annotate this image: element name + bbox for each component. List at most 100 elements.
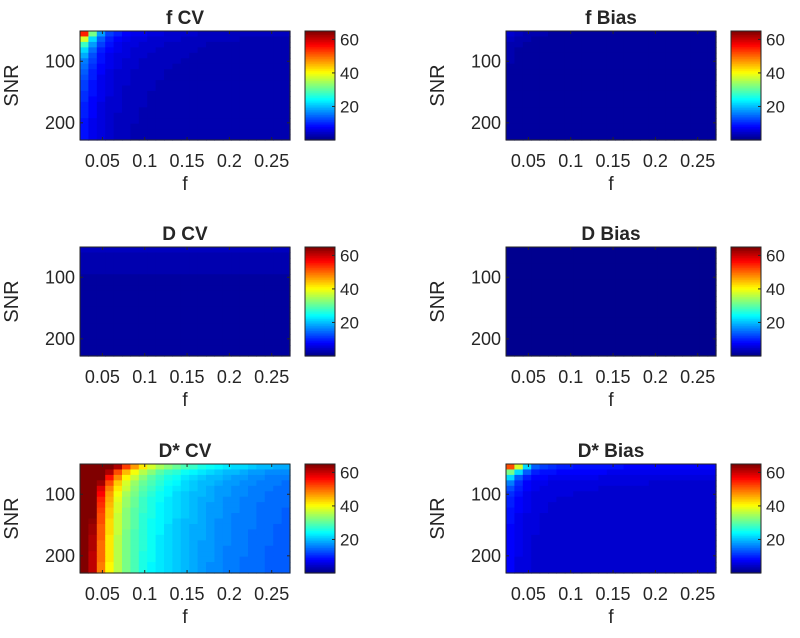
heatmap-cell [690, 90, 700, 97]
heatmap-cell [197, 323, 207, 330]
heatmap-cell [648, 464, 658, 471]
x-tick-label: 0.15 [596, 367, 631, 387]
heatmap-cell [122, 263, 131, 270]
heatmap-cell [231, 90, 241, 97]
heatmap-cell [564, 247, 574, 254]
heatmap-cell [506, 562, 515, 569]
heatmap-cell [699, 129, 709, 136]
heatmap-cell [522, 529, 532, 536]
heatmap-cell [581, 63, 591, 70]
heatmap-cell [248, 41, 257, 48]
heatmap-cell [606, 328, 616, 335]
heatmap-cell [264, 58, 274, 65]
heatmap-cell [665, 474, 675, 481]
heatmap-cell [522, 464, 532, 471]
heatmap-cell [665, 96, 675, 103]
heatmap-cell [231, 274, 241, 281]
heatmap-cell [180, 69, 190, 76]
heatmap-cell [648, 317, 658, 324]
heatmap-cell [88, 534, 98, 541]
colorbar-swatch [731, 496, 761, 499]
heatmap-cell [598, 41, 608, 48]
heatmap-cell [674, 63, 683, 70]
heatmap-cell [699, 328, 709, 335]
heatmap-cell [556, 345, 566, 352]
heatmap-cell [189, 63, 199, 70]
heatmap-cell [80, 134, 89, 141]
heatmap-cell [640, 545, 650, 552]
heatmap-cell [548, 345, 557, 352]
heatmap-cell [632, 31, 641, 38]
heatmap-cell [606, 290, 616, 297]
heatmap-cell [657, 540, 667, 547]
heatmap-cell [514, 513, 524, 520]
heatmap-cell [180, 47, 190, 54]
heatmap-cell [138, 507, 148, 514]
heatmap-cell [522, 123, 532, 130]
heatmap-cell [130, 567, 140, 574]
heatmap-cell [598, 328, 608, 335]
heatmap-cell [506, 339, 515, 346]
heatmap-cell [615, 469, 625, 476]
heatmap-cell [623, 58, 633, 65]
heatmap-cell [707, 296, 717, 303]
heatmap-cell [674, 567, 683, 574]
heatmap-cell [256, 551, 266, 558]
heatmap-cell [164, 80, 173, 87]
colorbar-swatch [305, 39, 335, 42]
heatmap-cell [222, 301, 232, 308]
heatmap-cell [615, 513, 625, 520]
heatmap-cell [556, 123, 566, 130]
heatmap-cell [281, 345, 291, 352]
heatmap-cell [80, 350, 89, 357]
colorbar-swatch [731, 354, 761, 357]
heatmap-cell [590, 74, 599, 81]
colorbar-swatch [305, 561, 335, 564]
heatmap-cell [105, 252, 115, 259]
heatmap-cell [231, 47, 241, 54]
heatmap-cell [674, 496, 683, 503]
heatmap-cell [264, 63, 274, 70]
heatmap-cell [699, 317, 709, 324]
heatmap-cell [564, 96, 574, 103]
heatmap-cell [539, 129, 549, 136]
colorbar-swatch [305, 349, 335, 352]
heatmap-cell [648, 328, 658, 335]
heatmap-cell [640, 101, 650, 108]
heatmap-cell [506, 274, 515, 281]
heatmap-cell [180, 123, 190, 130]
heatmap-cell [522, 296, 532, 303]
heatmap-cell [248, 339, 257, 346]
heatmap-cell [640, 345, 650, 352]
heatmap-cell [623, 247, 633, 254]
heatmap-cell [556, 90, 566, 97]
heatmap-cell [130, 247, 140, 254]
x-axis-label: f [182, 390, 188, 411]
heatmap-cell [122, 469, 131, 476]
heatmap-cell [632, 523, 641, 530]
heatmap-cell [564, 323, 574, 330]
heatmap-cell [665, 123, 675, 130]
heatmap-cell [164, 41, 173, 48]
heatmap-cell [206, 491, 215, 498]
heatmap-cell [239, 107, 249, 114]
heatmap-cell [214, 279, 224, 286]
heatmap-cell [96, 279, 106, 286]
heatmap-cell [88, 562, 98, 569]
heatmap-cell [548, 301, 557, 308]
heatmap-cell [248, 123, 257, 130]
heatmap-cell [189, 339, 199, 346]
heatmap-cell [640, 107, 650, 114]
heatmap-cell [674, 252, 683, 259]
heatmap-cell [222, 551, 232, 558]
heatmap-cell [690, 491, 700, 498]
plot-frame [505, 246, 717, 357]
heatmap-cell [657, 301, 667, 308]
heatmap-cell [264, 252, 274, 259]
heatmap-cell [88, 334, 98, 341]
heatmap-cell [80, 96, 89, 103]
heatmap-cell [682, 518, 692, 525]
heatmap-cell [514, 339, 524, 346]
heatmap-cell [699, 112, 709, 119]
heatmap-cell [615, 323, 625, 330]
